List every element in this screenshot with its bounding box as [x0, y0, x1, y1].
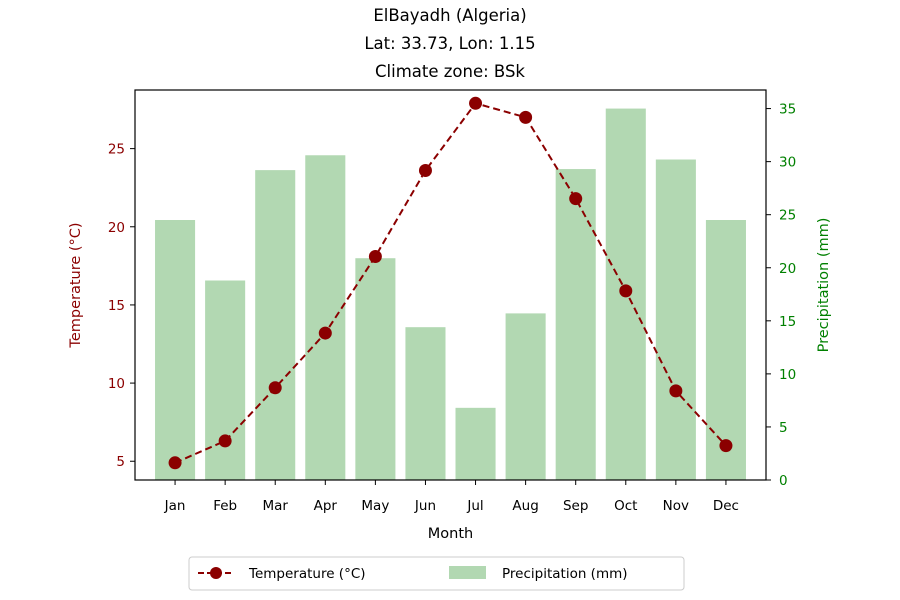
- title-line-coordinates: Lat: 33.73, Lon: 1.15: [364, 34, 535, 53]
- precipitation-bar-apr: [305, 155, 346, 480]
- x-axis: Jan Feb Mar Apr May Jun Jul Aug Sep Oct Nov Dec: [164, 480, 739, 514]
- x-tick-label: Jan: [164, 498, 186, 514]
- x-tick-label: Jun: [414, 498, 436, 514]
- x-tick-label: Nov: [663, 498, 689, 514]
- y-axis-right: 0 5 10 15 20 25 30 35: [766, 102, 796, 489]
- legend: Temperature (°C) Precipitation (mm): [188, 556, 685, 591]
- y-right-tick-label: 0: [779, 473, 788, 489]
- title-line-location: ElBayadh (Algeria): [373, 6, 526, 25]
- x-tick-label: Apr: [314, 498, 338, 514]
- precipitation-bar-mar: [255, 170, 296, 481]
- temperature-point-jul: [469, 96, 483, 110]
- x-tick-label: May: [361, 498, 389, 514]
- temperature-point-apr: [318, 326, 332, 340]
- y-left-tick-label: 15: [108, 298, 125, 314]
- temperature-point-mar: [268, 381, 282, 395]
- x-tick-label: Sep: [563, 498, 588, 514]
- chart-title: ElBayadh (Algeria) Lat: 33.73, Lon: 1.15…: [364, 6, 535, 81]
- x-tick-label: Mar: [262, 498, 288, 514]
- legend-precipitation-label: Precipitation (mm): [502, 566, 628, 582]
- y-right-tick-label: 15: [779, 314, 796, 330]
- y-axis-right-label: Precipitation (mm): [816, 218, 832, 353]
- x-tick-label: Dec: [713, 498, 739, 514]
- precipitation-bar-jan: [155, 220, 196, 480]
- y-left-tick-label: 20: [108, 220, 125, 236]
- precipitation-bar-jul: [455, 407, 496, 480]
- precipitation-bar-nov: [655, 159, 696, 481]
- temperature-point-feb: [218, 434, 232, 448]
- precipitation-bar-sep: [555, 169, 596, 480]
- y-left-tick-label: 10: [108, 376, 125, 392]
- precipitation-bar-jun: [405, 327, 446, 480]
- temperature-series: [168, 96, 733, 470]
- precipitation-bar-may: [355, 258, 396, 480]
- y-right-tick-label: 10: [779, 367, 796, 383]
- temperature-point-aug: [519, 110, 533, 124]
- y-axis-left: 5 10 15 20 25: [108, 142, 135, 470]
- x-axis-label: Month: [428, 526, 473, 542]
- x-tick-label: Oct: [614, 498, 637, 514]
- temperature-point-nov: [669, 384, 683, 398]
- y-left-tick-label: 25: [108, 142, 125, 158]
- plot-frame: [134, 89, 767, 481]
- temperature-point-may: [368, 249, 382, 263]
- temperature-point-jan: [168, 456, 182, 470]
- y-right-tick-label: 30: [779, 155, 796, 171]
- temperature-point-dec: [719, 439, 733, 453]
- legend-temperature-label: Temperature (°C): [248, 566, 366, 582]
- x-tick-label: Jul: [466, 498, 483, 514]
- temperature-point-oct: [619, 284, 633, 298]
- precipitation-bar-aug: [505, 313, 546, 480]
- x-tick-label: Feb: [213, 498, 237, 514]
- y-right-tick-label: 25: [779, 208, 796, 224]
- y-right-tick-label: 20: [779, 261, 796, 277]
- legend-precipitation-swatch: [449, 566, 486, 579]
- title-line-climate-zone: Climate zone: BSk: [375, 62, 525, 81]
- y-left-tick-label: 5: [116, 454, 125, 470]
- precipitation-bar-feb: [205, 280, 246, 480]
- y-right-tick-label: 35: [779, 102, 796, 118]
- temperature-point-jun: [418, 164, 432, 178]
- precipitation-bars: [155, 108, 746, 481]
- temperature-line: [174, 102, 727, 464]
- y-axis-left-label: Temperature (°C): [68, 222, 84, 348]
- y-right-tick-label: 5: [779, 420, 788, 436]
- temperature-point-sep: [569, 192, 583, 206]
- legend-box: [188, 556, 685, 591]
- x-tick-label: Aug: [512, 498, 538, 514]
- legend-temperature-marker: [210, 567, 222, 579]
- precipitation-bar-dec: [705, 220, 746, 480]
